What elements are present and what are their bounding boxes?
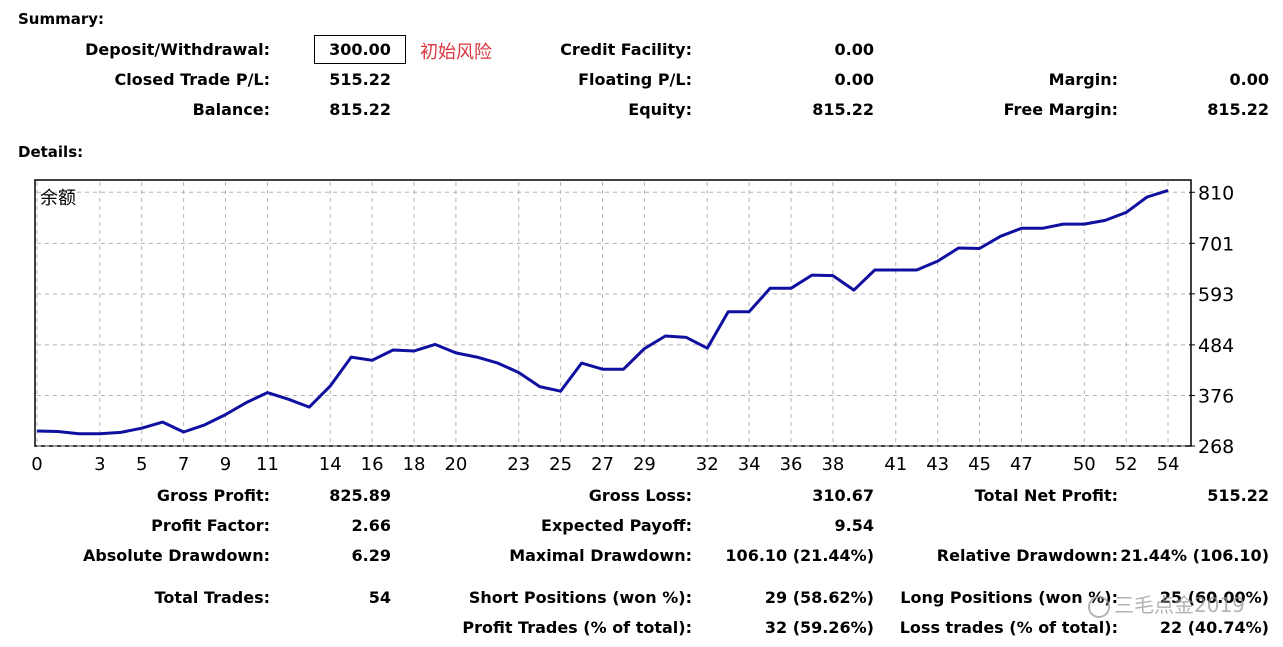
- free-margin-label: Free Margin:: [1003, 100, 1118, 119]
- x-tick-label: 16: [361, 454, 384, 475]
- gross-loss-value: 310.67: [812, 486, 874, 505]
- deposit-note: 初始风险: [420, 42, 492, 63]
- profit-factor-label: Profit Factor:: [151, 516, 270, 535]
- gross-profit-value: 825.89: [329, 486, 391, 505]
- x-tick-label: 14: [319, 454, 342, 475]
- absolute-drawdown-label: Absolute Drawdown:: [82, 546, 270, 565]
- x-tick-label: 27: [591, 454, 614, 475]
- floating-pl-label: Floating P/L:: [578, 70, 692, 89]
- x-tick-label: 23: [507, 454, 530, 475]
- relative-drawdown-label: Relative Drawdown:: [936, 546, 1118, 565]
- margin-label: Margin:: [1048, 70, 1118, 89]
- x-tick-label: 47: [1010, 454, 1033, 475]
- x-tick-label: 45: [968, 454, 991, 475]
- closed-trade-pl-value: 515.22: [329, 70, 391, 89]
- maximal-drawdown-value: 106.10 (21.44%): [725, 546, 874, 565]
- x-tick-label: 43: [926, 454, 949, 475]
- relative-drawdown-value: 21.44% (106.10): [1120, 546, 1269, 565]
- balance-label: Balance:: [192, 100, 270, 119]
- x-tick-label: 25: [549, 454, 572, 475]
- x-tick-label: 11: [256, 454, 279, 475]
- profit-trades-value: 32 (59.26%): [764, 618, 874, 637]
- margin-value: 0.00: [1229, 70, 1269, 89]
- y-tick-label: 593: [1198, 284, 1234, 306]
- x-tick-label: 36: [780, 454, 803, 475]
- chart-title: 余额: [40, 188, 76, 209]
- balance-chart: 0 3 5 7 9 11 14 16 18 20 23 25 27 29 32 34 36 38 41 43 45 47 5…: [31, 179, 1234, 475]
- credit-facility-value: 0.00: [834, 40, 874, 59]
- x-tick-label: 52: [1115, 454, 1138, 475]
- x-tick-label: 34: [738, 454, 761, 475]
- balance-series-line: [36, 188, 1169, 436]
- details-title: Details:: [18, 143, 84, 161]
- absolute-drawdown-value: 6.29: [351, 546, 391, 565]
- x-tick-label: 38: [821, 454, 844, 475]
- y-tick-label: 484: [1198, 335, 1234, 357]
- floating-pl-value: 0.00: [834, 70, 874, 89]
- free-margin-value: 815.22: [1207, 100, 1269, 119]
- total-trades-label: Total Trades:: [154, 588, 270, 607]
- short-positions-value: 29 (58.62%): [764, 588, 874, 607]
- x-tick-label: 20: [444, 454, 467, 475]
- profit-trades-label: Profit Trades (% of total):: [462, 618, 692, 637]
- y-tick-label: 810: [1198, 182, 1234, 204]
- equity-value: 815.22: [812, 100, 874, 119]
- y-tick-label: 268: [1198, 436, 1234, 458]
- watermark-text: 三毛点金2019: [1114, 593, 1245, 617]
- profit-factor-value: 2.66: [351, 516, 391, 535]
- summary-title: Summary:: [18, 10, 105, 28]
- gross-loss-label: Gross Loss:: [588, 486, 692, 505]
- deposit-value-box: 300.00: [314, 35, 406, 64]
- total-trades-value: 54: [368, 588, 391, 607]
- x-tick-label: 29: [633, 454, 656, 475]
- x-tick-label: 32: [696, 454, 719, 475]
- x-tick-label: 5: [136, 454, 147, 475]
- loss-trades-label: Loss trades (% of total):: [899, 618, 1118, 637]
- watermark: 三毛点金2019: [1088, 589, 1245, 618]
- x-tick-label: 50: [1073, 454, 1096, 475]
- balance-value: 815.22: [329, 100, 391, 119]
- expected-payoff-value: 9.54: [834, 516, 874, 535]
- expected-payoff-label: Expected Payoff:: [541, 516, 692, 535]
- credit-facility-label: Credit Facility:: [560, 40, 692, 59]
- total-net-profit-value: 515.22: [1207, 486, 1269, 505]
- equity-label: Equity:: [628, 100, 692, 119]
- deposit-label: Deposit/Withdrawal:: [85, 40, 270, 59]
- long-positions-value: 25 (60.00%): [1159, 588, 1269, 607]
- y-tick-label: 376: [1198, 385, 1234, 407]
- wechat-icon: [1088, 595, 1110, 618]
- x-tick-label: 9: [220, 454, 231, 475]
- long-positions-label: Long Positions (won %):: [900, 588, 1118, 607]
- y-tick-label: 701: [1198, 233, 1234, 255]
- x-tick-label: 7: [178, 454, 189, 475]
- closed-trade-pl-label: Closed Trade P/L:: [114, 70, 271, 89]
- short-positions-label: Short Positions (won %):: [468, 588, 692, 607]
- x-tick-label: 41: [884, 454, 907, 475]
- loss-trades-value: 22 (40.74%): [1159, 618, 1269, 637]
- x-tick-label: 3: [94, 454, 105, 475]
- x-tick-label: 0: [31, 454, 42, 475]
- chart-frame: [34, 179, 1192, 447]
- total-net-profit-label: Total Net Profit:: [974, 486, 1118, 505]
- maximal-drawdown-label: Maximal Drawdown:: [509, 546, 692, 565]
- gross-profit-label: Gross Profit:: [156, 486, 270, 505]
- x-tick-label: 54: [1157, 454, 1180, 475]
- x-tick-label: 18: [403, 454, 426, 475]
